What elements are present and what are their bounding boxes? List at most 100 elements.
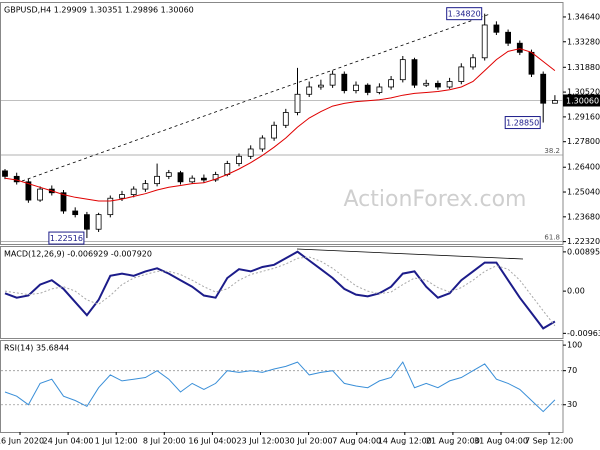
candle-body xyxy=(107,197,114,216)
y-tick-label: 1.27800 xyxy=(567,137,600,146)
candle-body xyxy=(540,73,547,104)
price-annotation: 1.28850 xyxy=(506,119,539,128)
candle-body xyxy=(271,124,278,139)
y-tick-label: -0.009639 xyxy=(567,329,600,338)
price-annotation-box xyxy=(48,231,85,245)
x-tick-label: 1 Jul 12:00 xyxy=(95,437,138,446)
candle-body xyxy=(306,86,313,95)
panel-title: MACD(12,26,9) -0.006929 -0.007920 xyxy=(4,250,152,259)
panel-title: GBPUSD,H4 1.29909 1.30351 1.29896 1.3006… xyxy=(4,6,194,15)
y-tick-label: 1.34640 xyxy=(567,12,600,21)
candle-body xyxy=(224,163,231,175)
candle-body xyxy=(247,148,254,157)
x-tick-label: 24 Jun 04:00 xyxy=(43,437,94,446)
x-tick-label: 16 Jun 2020 xyxy=(0,437,44,446)
panel-title: RSI(14) 35.6844 xyxy=(4,344,69,353)
candle-body xyxy=(142,183,149,190)
candle-body xyxy=(165,172,172,177)
candle-body xyxy=(212,174,219,181)
panel-frame xyxy=(0,246,564,339)
candle-body xyxy=(364,84,371,93)
candle-body xyxy=(13,175,20,183)
y-tick-label: 70 xyxy=(567,366,577,375)
candle-body xyxy=(189,177,196,183)
y-tick-label: 30 xyxy=(567,400,577,409)
last-price-box xyxy=(563,94,600,107)
candle-body xyxy=(236,155,242,164)
candle-body xyxy=(84,214,90,230)
price-annotation: 1.22516 xyxy=(50,234,83,243)
y-tick-label: 1.25040 xyxy=(567,188,600,197)
candle-body xyxy=(25,181,32,201)
candle-body xyxy=(481,24,488,59)
candle-body xyxy=(200,177,207,181)
y-tick-label: 1.29160 xyxy=(567,112,600,121)
candle-body xyxy=(60,192,67,212)
candle-body xyxy=(376,86,383,93)
y-tick-label: 1.23680 xyxy=(567,212,600,221)
last-price-label: 1.30060 xyxy=(566,96,599,105)
x-tick-label: 23 Jul 12:00 xyxy=(237,437,285,446)
y-tick-label: 1.22320 xyxy=(567,237,600,246)
candle-body xyxy=(458,66,465,82)
candle-body xyxy=(516,42,523,53)
x-tick-label: 16 Jul 04:00 xyxy=(188,437,236,446)
candle-body xyxy=(130,188,137,195)
candle-body xyxy=(282,112,289,126)
candle-body xyxy=(259,137,266,150)
candle-body xyxy=(72,210,79,216)
y-tick-label: 1.31880 xyxy=(567,63,600,72)
trendline xyxy=(21,13,491,182)
candle-body xyxy=(177,172,184,183)
candle-body xyxy=(329,73,336,86)
candle-body xyxy=(470,57,476,68)
candle-body xyxy=(388,79,395,88)
candle-body xyxy=(399,59,406,81)
fib-label: 38.2 xyxy=(544,147,560,155)
panel-frame xyxy=(0,340,564,433)
candle-body xyxy=(294,93,301,113)
x-tick-label: 7 Sep 12:00 xyxy=(525,437,573,446)
x-tick-label: 31 Aug 04:00 xyxy=(474,437,528,446)
panel-frame xyxy=(0,2,564,245)
candle-body xyxy=(411,59,418,86)
candle-body xyxy=(505,31,512,44)
y-tick-label: 1.26400 xyxy=(567,163,600,172)
candle-body xyxy=(552,100,558,104)
y-tick-label: 0.00 xyxy=(567,287,585,296)
candle-body xyxy=(317,84,324,88)
x-tick-label: 7 Aug 04:00 xyxy=(332,437,381,446)
candle-body xyxy=(2,170,8,177)
candle-body xyxy=(154,175,161,185)
candle-body xyxy=(434,82,441,88)
series-line xyxy=(4,48,556,202)
divergence-line xyxy=(296,248,524,260)
candle-body xyxy=(493,24,500,33)
candle-body xyxy=(423,82,430,86)
series-line xyxy=(4,256,556,327)
y-tick-label: 1.33280 xyxy=(567,37,600,46)
candle-body xyxy=(341,73,348,92)
candle-body xyxy=(95,214,102,230)
x-tick-label: 21 Aug 20:00 xyxy=(426,437,480,446)
fib-label: 61.8 xyxy=(544,234,560,242)
candle-body xyxy=(119,194,125,199)
series-line xyxy=(4,361,556,413)
y-tick-label: 0.008958 xyxy=(567,247,600,256)
price-annotation-box xyxy=(504,116,541,130)
candle-body xyxy=(446,81,453,88)
x-tick-label: 14 Aug 12:00 xyxy=(378,437,432,446)
series-line xyxy=(4,250,556,330)
watermark: ActionForex.com xyxy=(344,187,527,212)
price-annotation-box xyxy=(446,7,483,21)
candle-body xyxy=(37,188,43,201)
x-tick-label: 30 Jul 20:00 xyxy=(285,437,333,446)
y-tick-label: 100 xyxy=(567,341,582,350)
price-annotation: 1.34820 xyxy=(448,10,481,19)
y-tick-label: 1.30520 xyxy=(567,88,600,97)
candle-body xyxy=(528,51,535,75)
x-tick-label: 8 Jul 20:00 xyxy=(143,437,186,446)
candle-body xyxy=(353,84,359,92)
